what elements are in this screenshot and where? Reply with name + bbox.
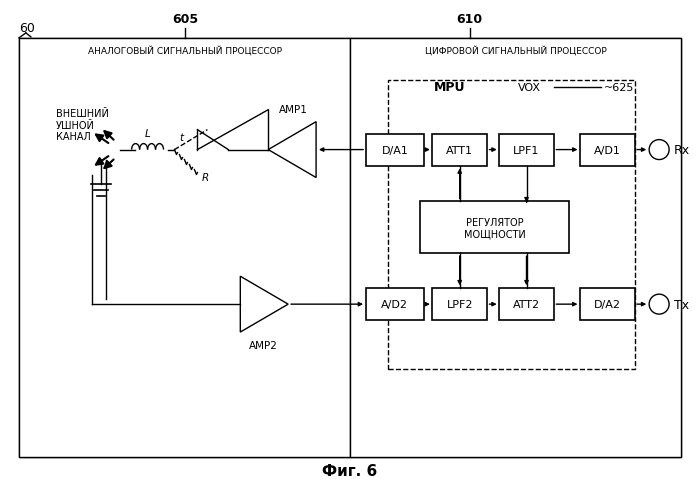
Text: ~625: ~625 [604,83,635,93]
Text: LPF1: LPF1 [513,145,540,155]
Bar [499,134,554,166]
Text: D/A1: D/A1 [382,145,408,155]
Text: R: R [202,172,209,182]
Text: t: t [179,132,183,142]
Text: ATT2: ATT2 [513,300,540,310]
Bar [19,39,350,457]
Bar [388,81,635,369]
Bar [433,134,487,166]
Text: AMP2: AMP2 [248,340,278,350]
Bar [580,134,635,166]
Bar [420,202,569,254]
Text: Фиг. 6: Фиг. 6 [323,463,377,478]
Text: АНАЛОГОВЫЙ СИГНАЛЬНЫЙ ПРОЦЕССОР: АНАЛОГОВЫЙ СИГНАЛЬНЫЙ ПРОЦЕССОР [88,46,283,56]
Text: L: L [145,128,150,138]
Text: ВНЕШНИЙ
УШНОЙ
КАНАЛ: ВНЕШНИЙ УШНОЙ КАНАЛ [56,109,108,142]
Text: LPF2: LPF2 [447,300,473,310]
Text: A/D1: A/D1 [594,145,621,155]
Text: VOX: VOX [518,83,541,93]
Bar [350,39,681,457]
Polygon shape [240,276,288,332]
Polygon shape [268,122,316,178]
Bar [433,288,487,321]
Bar [366,134,424,166]
Text: ЦИФРОВОЙ СИГНАЛЬНЫЙ ПРОЦЕССОР: ЦИФРОВОЙ СИГНАЛЬНЫЙ ПРОЦЕССОР [425,46,606,56]
Text: ATT1: ATT1 [446,145,473,155]
Bar [580,288,635,321]
Text: 60: 60 [19,22,35,35]
Bar [19,39,681,457]
Text: A/D2: A/D2 [382,300,408,310]
Text: 605: 605 [172,13,199,26]
Bar [366,288,424,321]
Text: РЕГУЛЯТОР
МОЩНОСТИ: РЕГУЛЯТОР МОЩНОСТИ [463,217,526,239]
Text: MPU: MPU [434,81,466,94]
Text: AMP1: AMP1 [279,105,307,114]
Text: Rx: Rx [674,144,690,157]
Text: Tx: Tx [674,298,690,311]
Bar [499,288,554,321]
Text: D/A2: D/A2 [594,300,621,310]
Text: 610: 610 [456,13,483,26]
